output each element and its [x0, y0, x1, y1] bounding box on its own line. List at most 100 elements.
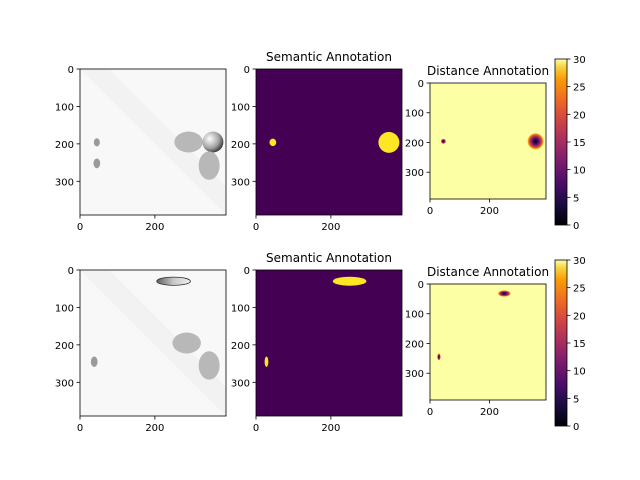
- axes-frame: [79, 269, 227, 417]
- semantic-mask: [269, 138, 277, 147]
- colorbar-tick-label: 20: [573, 110, 586, 121]
- panel-4-rgb-image: 0 100 200 300 0 200: [55, 266, 227, 434]
- ellipse-object: [198, 151, 220, 180]
- semantic-mask: [332, 276, 367, 286]
- y-tick-label: 300: [55, 177, 74, 188]
- colorbar-gradient: [554, 259, 568, 427]
- small-object: [90, 356, 98, 367]
- y-tick-label: 0: [244, 65, 250, 76]
- y-tick-label: 300: [405, 369, 424, 380]
- colorbar-tick-label: 25: [573, 284, 586, 295]
- colorbar: 0 5 10 15 20 25 30: [554, 256, 586, 433]
- ellipse-object: [156, 276, 191, 286]
- y-tick-label: 200: [405, 138, 424, 149]
- y-tick-label: 300: [55, 378, 74, 389]
- image-area: [256, 69, 402, 215]
- colorbar-tick-label: 25: [573, 83, 586, 94]
- y-tick-label: 200: [405, 339, 424, 350]
- y-tick-label: 300: [405, 168, 424, 179]
- panel-1-rgb-image: 0 100 200 300 0 200: [55, 65, 227, 233]
- x-tick-label: 0: [77, 423, 83, 434]
- y-tick-label: 0: [418, 280, 424, 291]
- x-tick-label: 0: [77, 222, 83, 233]
- ellipse-object: [198, 351, 220, 380]
- y-tick-label: 200: [55, 140, 74, 151]
- colorbar-tick-label: 10: [573, 166, 586, 177]
- y-tick-label: 100: [231, 102, 250, 113]
- y-tick-label: 100: [55, 303, 74, 314]
- panel-2-semantic: 0 100 200 300 0 200 Semantic Annotation: [231, 50, 403, 233]
- y-tick-label: 0: [68, 266, 74, 277]
- x-tick-label: 200: [145, 222, 164, 233]
- x-tick-label: 200: [321, 222, 340, 233]
- distance-blob: [437, 353, 441, 361]
- ellipse-object: [174, 131, 203, 153]
- x-tick-label: 0: [427, 206, 433, 217]
- axes-frame: [255, 269, 403, 417]
- y-tick-label: 300: [231, 177, 250, 188]
- colorbar-gradient: [554, 58, 568, 226]
- colorbar-tick-label: 15: [573, 138, 586, 149]
- distance-blob: [440, 138, 447, 144]
- colorbar-tick-label: 5: [573, 394, 579, 405]
- image-area: [430, 83, 546, 199]
- floor-shade: [80, 270, 226, 416]
- colorbar-tick-label: 0: [573, 422, 579, 433]
- background: [256, 270, 402, 416]
- panel-title: Semantic Annotation: [266, 251, 392, 265]
- y-tick-label: 0: [244, 266, 250, 277]
- semantic-mask: [378, 131, 400, 153]
- x-tick-label: 200: [480, 206, 499, 217]
- colorbar-tick-label: 15: [573, 339, 586, 350]
- colorbar-tick-label: 20: [573, 311, 586, 322]
- colorbar-tick-label: 0: [573, 221, 579, 232]
- axes-frame: [429, 82, 547, 200]
- colorbar-tick-label: 5: [573, 193, 579, 204]
- y-tick-label: 100: [405, 109, 424, 120]
- panel-5-semantic: 0 100 200 300 0 200 Semantic Annotation: [231, 251, 403, 434]
- background: [430, 284, 546, 400]
- colorbar-tick-label: 10: [573, 367, 586, 378]
- y-tick-label: 0: [68, 65, 74, 76]
- floor-shade: [80, 69, 226, 215]
- axes-frame: [255, 68, 403, 216]
- y-tick-label: 200: [231, 341, 250, 352]
- y-tick-label: 100: [405, 310, 424, 321]
- x-tick-label: 0: [253, 222, 259, 233]
- y-tick-label: 0: [418, 79, 424, 90]
- panel-title: Distance Annotation: [427, 265, 549, 279]
- axes-frame: [79, 68, 227, 216]
- image-area: [256, 270, 402, 416]
- background: [430, 83, 546, 199]
- colorbar: 0 5 10 15 20 25 30: [554, 55, 586, 232]
- sphere-object: [202, 131, 224, 153]
- image-area: [430, 284, 546, 400]
- distance-blob: [527, 132, 544, 150]
- x-tick-label: 0: [427, 407, 433, 418]
- x-tick-label: 0: [253, 423, 259, 434]
- x-tick-label: 200: [145, 423, 164, 434]
- small-object: [93, 138, 100, 147]
- image-area: [80, 270, 226, 416]
- background: [256, 69, 402, 215]
- ellipse-object: [172, 332, 201, 354]
- semantic-mask: [264, 356, 269, 367]
- panel-title: Semantic Annotation: [266, 50, 392, 64]
- colorbar-tick-label: 30: [573, 256, 586, 267]
- colorbar-tick-label: 30: [573, 55, 586, 66]
- distance-blob: [497, 290, 511, 297]
- axes-frame: [429, 283, 547, 401]
- y-tick-label: 100: [231, 303, 250, 314]
- image-area: [80, 69, 226, 215]
- y-tick-label: 100: [55, 102, 74, 113]
- x-tick-label: 200: [480, 407, 499, 418]
- x-tick-label: 200: [321, 423, 340, 434]
- y-tick-label: 200: [55, 341, 74, 352]
- y-tick-label: 300: [231, 378, 250, 389]
- small-object: [93, 158, 101, 169]
- panel-title: Distance Annotation: [427, 64, 549, 78]
- y-tick-label: 200: [231, 140, 250, 151]
